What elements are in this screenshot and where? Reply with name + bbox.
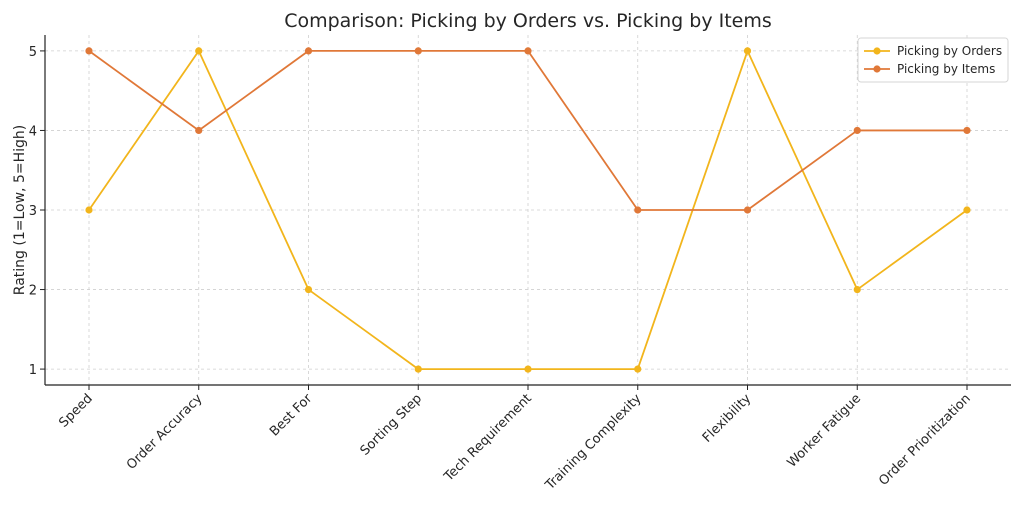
data-point bbox=[853, 126, 861, 135]
data-point bbox=[304, 285, 313, 294]
y-tick-label: 5 bbox=[29, 45, 37, 60]
series bbox=[85, 47, 971, 373]
x-tick-label: Sorting Step bbox=[358, 391, 426, 459]
y-tick-label: 4 bbox=[29, 124, 37, 139]
data-point bbox=[195, 126, 203, 135]
data-point bbox=[85, 206, 93, 214]
legend-swatch-marker bbox=[873, 47, 881, 55]
ticks: Speed Order Accuracy Best For Sorting Step T… bbox=[29, 45, 974, 494]
data-point bbox=[634, 206, 642, 214]
legend: Picking by Orders Picking by Items bbox=[857, 37, 1009, 83]
y-tick-label: 2 bbox=[29, 284, 37, 299]
x-tick-label: Speed bbox=[56, 391, 95, 430]
data-point bbox=[743, 47, 752, 55]
x-tick-label: Flexibility bbox=[700, 391, 755, 446]
y-axis-label: Rating (1=Low, 5=High) bbox=[12, 125, 28, 295]
x-tick-label: Order Accuracy bbox=[124, 391, 206, 473]
data-point bbox=[524, 47, 532, 55]
legend-label: Picking by Orders bbox=[897, 44, 1002, 58]
x-tick-label: Training Complexity bbox=[542, 391, 645, 494]
x-tick-label: Tech Requirement bbox=[441, 391, 535, 485]
y-tick-label: 1 bbox=[29, 363, 37, 378]
data-point bbox=[853, 285, 861, 294]
x-tick-label: Best For bbox=[267, 391, 316, 440]
legend-box bbox=[857, 37, 1009, 83]
grid bbox=[45, 35, 1011, 385]
data-point bbox=[524, 365, 532, 373]
data-point bbox=[963, 126, 971, 135]
y-tick-label: 3 bbox=[29, 204, 37, 219]
data-point bbox=[304, 47, 313, 55]
data-point bbox=[414, 365, 422, 373]
x-tick-label: Order Prioritization bbox=[876, 391, 974, 489]
legend-label: Picking by Items bbox=[897, 62, 995, 76]
data-point bbox=[634, 365, 642, 373]
data-point bbox=[85, 47, 93, 55]
data-point bbox=[414, 47, 422, 55]
data-point bbox=[743, 206, 752, 214]
x-tick-label: Worker Fatigue bbox=[785, 391, 864, 470]
legend-swatch-marker bbox=[873, 65, 881, 73]
data-point bbox=[195, 47, 203, 55]
data-point bbox=[963, 206, 971, 214]
chart-title: Comparison: Picking by Orders vs. Pickin… bbox=[284, 10, 772, 32]
